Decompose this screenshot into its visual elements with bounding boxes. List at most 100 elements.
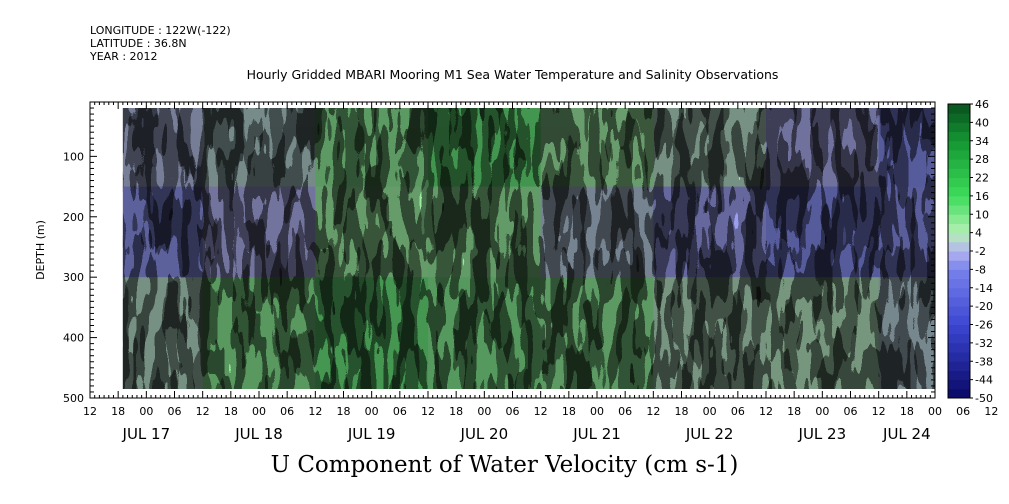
x-hour-label: 06 (168, 405, 182, 418)
colorbar-label: 28 (975, 153, 989, 166)
x-hour-label: 18 (900, 405, 914, 418)
colorbar-label: 10 (975, 208, 989, 221)
colorbar-bin (948, 260, 970, 270)
y-tick-label: 200 (63, 211, 84, 224)
x-hour-label: 12 (984, 405, 998, 418)
x-hour-label: 12 (308, 405, 322, 418)
colorbar-label: -20 (975, 300, 993, 313)
x-hour-label: 00 (928, 405, 942, 418)
colorbar-label: -14 (975, 282, 993, 295)
x-hour-label: 12 (872, 405, 886, 418)
chart-title: Hourly Gridded MBARI Mooring M1 Sea Wate… (246, 67, 779, 82)
colorbar-bin (948, 232, 970, 243)
colorbar-bin (948, 269, 970, 280)
x-date-label: JUL 18 (234, 425, 283, 443)
latitude-label: LATITUDE : 36.8N (90, 37, 187, 50)
x-date-label: JUL 24 (882, 425, 931, 443)
x-hour-label: 18 (562, 405, 576, 418)
x-hour-label: 00 (703, 405, 717, 418)
y-tick-label: 500 (63, 392, 84, 405)
year-label: YEAR : 2012 (90, 50, 158, 63)
longitude-label: LONGITUDE : 122W(-122) (90, 24, 231, 37)
colorbar-bin (948, 333, 970, 344)
colorbar-bin (948, 296, 970, 307)
colorbar-label: 46 (975, 98, 989, 111)
colorbar-bin (948, 104, 970, 114)
colorbar-bin (948, 159, 970, 169)
x-hour-label: 18 (675, 405, 689, 418)
colorbar-bin (948, 223, 970, 234)
colorbar-bin (948, 131, 970, 142)
velocity-field-layers (122, 108, 936, 389)
colorbar-bin (948, 122, 970, 133)
x-date-label: JUL 22 (685, 425, 734, 443)
x-hour-label: 12 (196, 405, 210, 418)
colorbar-label: 4 (975, 227, 982, 240)
colorbar-bin (948, 287, 970, 298)
location-info: LONGITUDE : 122W(-122) LATITUDE : 36.8N … (90, 24, 231, 63)
x-date-label: JUL 17 (122, 425, 171, 443)
colorbar-bin (948, 214, 970, 224)
colorbar-label: -44 (975, 374, 993, 387)
colorbar-bin (948, 370, 970, 381)
x-hour-label: 06 (506, 405, 520, 418)
x-hour-label: 06 (280, 405, 294, 418)
x-hour-label: 06 (618, 405, 632, 418)
colorbar-label: 34 (975, 135, 989, 148)
x-hour-label: 06 (956, 405, 970, 418)
x-hour-label: 00 (252, 405, 266, 418)
colorbar-bin (948, 251, 970, 261)
colorbar-bin (948, 315, 970, 325)
y-tick-label: 100 (63, 150, 84, 163)
colorbar-label: -26 (975, 319, 993, 332)
x-hour-label: 12 (534, 405, 548, 418)
x-date-label: JUL 23 (798, 425, 847, 443)
x-hour-label: 00 (590, 405, 604, 418)
x-hour-label: 18 (449, 405, 463, 418)
x-hour-label: 18 (111, 405, 125, 418)
colorbar-label: -2 (975, 245, 986, 258)
x-hour-label: 06 (731, 405, 745, 418)
positive-velocity-texture (122, 108, 936, 389)
colorbar-bin (948, 342, 970, 353)
colorbar-bin (948, 361, 970, 371)
colorbar-bin (948, 388, 970, 399)
colorbar-bin (948, 324, 970, 335)
x-date-label: JUL 19 (347, 425, 396, 443)
colorbar-bin (948, 306, 970, 316)
x-hour-label: 12 (646, 405, 660, 418)
x-hour-label: 00 (139, 405, 153, 418)
colorbar-bin (948, 149, 970, 160)
colorbar-bin (948, 168, 970, 178)
velocity-field (122, 108, 936, 389)
colorbar-bin (948, 195, 970, 206)
x-hour-label: 00 (365, 405, 379, 418)
colorbar-bin (948, 352, 970, 362)
x-date-label: JUL 21 (572, 425, 621, 443)
variable-title: U Component of Water Velocity (cm s-1) (270, 452, 739, 478)
x-hour-label: 12 (759, 405, 773, 418)
y-tick-label: 300 (63, 271, 84, 284)
colorbar-label: -8 (975, 263, 986, 276)
colorbar-bin (948, 278, 970, 289)
colorbar-label: -32 (975, 337, 993, 350)
x-hour-label: 12 (421, 405, 435, 418)
x-hour-label: 18 (787, 405, 801, 418)
x-hour-label: 00 (815, 405, 829, 418)
colorbar-bin (948, 140, 970, 151)
colorbar-label: 40 (975, 116, 989, 129)
colorbar-label: 16 (975, 190, 989, 203)
colorbar-bin (948, 113, 970, 123)
x-hour-label: 18 (337, 405, 351, 418)
colorbar: 46 40 34 28 22 16 10 4 -2 -8 -14 -20 -26 -32 -38 -44 -50 (947, 98, 993, 405)
colorbar-bin (948, 379, 970, 390)
colorbar-bin (948, 241, 970, 252)
colorbar-label: -50 (975, 392, 993, 405)
colorbar-bin (948, 186, 970, 197)
x-hour-label: 06 (393, 405, 407, 418)
y-tick-label: 400 (63, 332, 84, 345)
colorbar-label: 22 (975, 172, 989, 185)
x-hour-label: 06 (844, 405, 858, 418)
x-date-label: JUL 20 (460, 425, 509, 443)
colorbar-bin (948, 177, 970, 188)
